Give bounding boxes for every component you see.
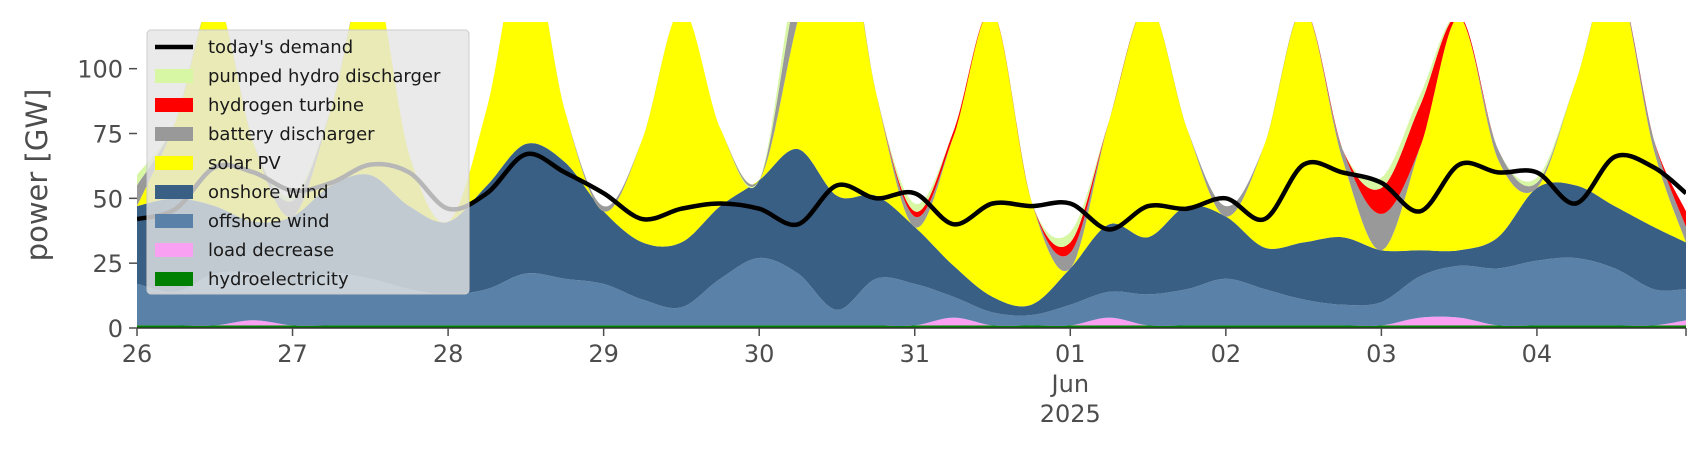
x-tick-label: 01 xyxy=(1055,340,1086,368)
x-tick-label: 26 xyxy=(122,340,153,368)
legend-label-solar-pv: solar PV xyxy=(208,153,281,174)
legend-label-offshore-wind: offshore wind xyxy=(208,211,330,232)
x-tick-sublabel-month: Jun xyxy=(1050,370,1090,398)
stacked-areas xyxy=(137,22,1686,328)
area-solar-pv xyxy=(137,22,1686,307)
x-tick-label: 31 xyxy=(899,340,930,368)
legend-label-pumped-hydro-discharger: pumped hydro discharger xyxy=(208,66,441,87)
x-tick-label: 28 xyxy=(433,340,464,368)
x-tick-label: 30 xyxy=(744,340,775,368)
y-tick-label: 25 xyxy=(92,250,123,278)
area-offshore-wind xyxy=(137,257,1686,326)
y-tick-label: 50 xyxy=(92,185,123,213)
y-tick-label: 0 xyxy=(108,315,123,343)
area-hydrogen-turbine xyxy=(137,22,1686,257)
legend-swatch-offshore-wind xyxy=(155,214,193,228)
legend-label-hydroelectricity: hydroelectricity xyxy=(208,269,349,290)
legend-swatch-pumped-hydro-discharger xyxy=(155,69,193,83)
x-tick-sublabel-year: 2025 xyxy=(1040,400,1101,428)
y-tick-label: 100 xyxy=(77,56,123,84)
x-tick-label: 04 xyxy=(1522,340,1553,368)
legend-label-battery-discharger: battery discharger xyxy=(208,124,375,145)
x-tick-label: 03 xyxy=(1366,340,1397,368)
x-tick-label: 29 xyxy=(588,340,619,368)
legend-swatch-load-decrease xyxy=(155,243,193,257)
legend-swatch-hydroelectricity xyxy=(155,272,193,286)
legend-label-onshore-wind: onshore wind xyxy=(208,182,329,203)
y-axis-label: power [GW] xyxy=(20,89,54,262)
legend-swatch-solar-pv xyxy=(155,156,193,170)
legend-label-load-decrease: load decrease xyxy=(208,240,334,261)
x-tick-label: 27 xyxy=(277,340,308,368)
legend-label-today-s-demand: today's demand xyxy=(208,37,353,58)
area-pumped-hydro-discharger xyxy=(137,22,1686,248)
legend-swatch-battery-discharger xyxy=(155,127,193,141)
y-tick-label: 75 xyxy=(92,121,123,149)
legend-swatch-hydrogen-turbine xyxy=(155,98,193,112)
area-onshore-wind xyxy=(137,143,1686,316)
legend: today's demand pumped hydro discharger hyd… xyxy=(146,29,470,295)
legend-label-hydrogen-turbine: hydrogen turbine xyxy=(208,95,364,116)
x-tick-label: 02 xyxy=(1211,340,1242,368)
area-battery-discharger xyxy=(137,22,1686,271)
legend-swatch-onshore-wind xyxy=(155,185,193,199)
legend-box xyxy=(146,29,470,295)
